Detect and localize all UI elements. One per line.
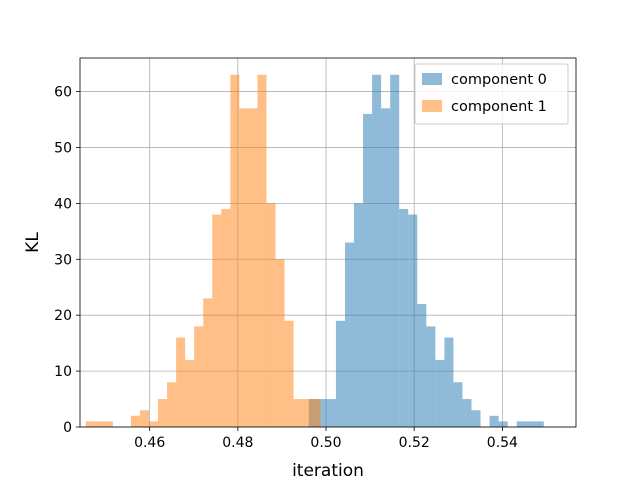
series-0-bars — [308, 74, 544, 428]
y-tick-label: 60 — [54, 85, 72, 101]
histogram-bar — [230, 74, 240, 427]
histogram-bar — [275, 259, 285, 427]
histogram-bar — [94, 421, 104, 427]
histogram-bar — [498, 421, 508, 427]
x-tick-label: 0.52 — [399, 435, 430, 451]
plot-frame — [79, 57, 577, 428]
histogram-bar — [534, 421, 544, 427]
histogram-bar — [148, 421, 159, 427]
y-axis-label: KL — [23, 232, 43, 253]
x-axis-label: iteration — [292, 461, 364, 480]
histogram-bar — [381, 108, 391, 428]
x-tick-label: 0.46 — [134, 435, 165, 451]
histogram-bar — [317, 399, 327, 427]
histogram-bar — [167, 382, 177, 427]
histogram-bar — [326, 399, 336, 427]
y-tick-label: 10 — [54, 364, 72, 380]
histogram-bar — [335, 320, 345, 427]
histogram-bar — [103, 421, 113, 427]
histogram-bar — [435, 359, 445, 427]
histogram-bar — [130, 415, 140, 427]
histogram-bar — [516, 421, 526, 427]
legend: component 0 component 1 — [414, 63, 569, 125]
legend-label: component 0 — [451, 72, 547, 88]
histogram-bar — [390, 74, 400, 427]
x-tick-label: 0.50 — [310, 435, 341, 451]
histogram-bar — [85, 421, 95, 427]
histogram-bar — [399, 208, 409, 427]
histogram-bar — [203, 298, 213, 427]
histogram-bar — [239, 108, 249, 428]
histogram-bar — [311, 399, 321, 427]
histogram-bar — [344, 242, 355, 427]
histogram-bar — [158, 399, 168, 427]
histogram-bar — [248, 108, 258, 428]
histogram-bar — [354, 203, 364, 427]
histogram-bar — [372, 74, 382, 427]
legend-box — [414, 63, 569, 125]
histogram-bar — [212, 214, 222, 427]
histogram-bar — [417, 304, 427, 427]
histogram-bar — [444, 337, 454, 427]
y-tick-label: 40 — [54, 196, 72, 212]
legend-swatch — [422, 73, 442, 85]
histogram-bar — [525, 421, 535, 427]
histogram-bar — [471, 410, 481, 427]
series-1-bars — [85, 74, 321, 428]
histogram-bar — [284, 320, 294, 427]
y-tick-label: 0 — [63, 420, 72, 436]
histogram-bar — [453, 382, 463, 427]
histogram-bar — [221, 208, 231, 427]
x-tick-label: 0.54 — [487, 435, 518, 451]
histogram-bar — [426, 326, 436, 427]
y-tick-label: 20 — [54, 308, 72, 324]
histogram-bar — [266, 203, 276, 427]
y-tick-label: 50 — [54, 140, 72, 156]
histogram-bar — [194, 326, 204, 427]
x-tick-label: 0.48 — [222, 435, 253, 451]
histogram-bar — [293, 399, 303, 427]
histogram-bar — [363, 113, 373, 427]
histogram-bar — [462, 399, 472, 427]
histogram-bar — [302, 399, 312, 427]
histogram-bar — [185, 359, 195, 427]
histogram-bar — [408, 214, 418, 427]
bars — [85, 74, 544, 428]
legend-swatch — [422, 100, 442, 112]
legend-label: component 1 — [451, 99, 547, 115]
histogram-bar — [139, 410, 149, 427]
ticks: 0.46 0.48 0.50 0.52 0.54 0 10 20 30 40 50 60 — [54, 85, 518, 451]
histogram-bar — [176, 337, 186, 427]
histogram-bar — [489, 415, 499, 427]
y-tick-label: 30 — [54, 252, 72, 268]
histogram-bar — [257, 74, 267, 427]
